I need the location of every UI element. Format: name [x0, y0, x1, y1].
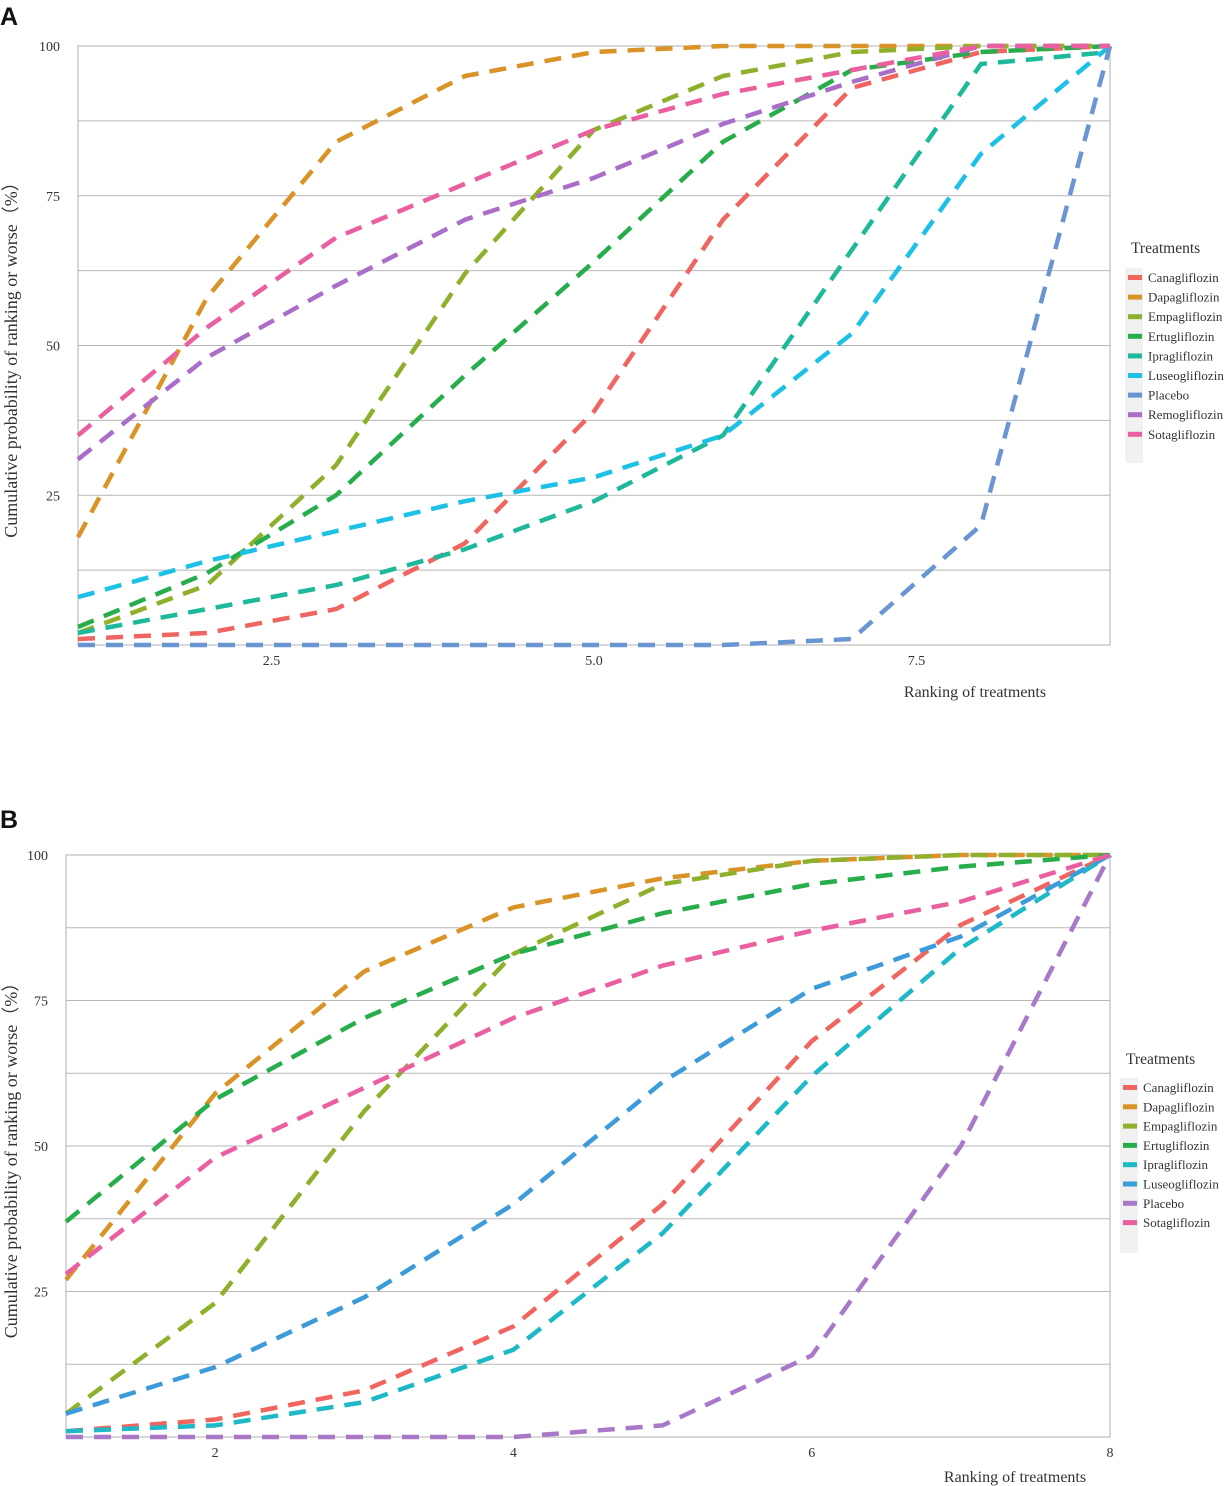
legend-label: Canagliflozin — [1143, 1080, 1214, 1095]
legend-swatch — [1123, 1123, 1137, 1129]
legend-label: Sotagliflozin — [1143, 1215, 1211, 1230]
legend-label: Empagliflozin — [1148, 309, 1223, 324]
legend-swatch — [1128, 353, 1142, 359]
legend-label: Luseogliflozin — [1143, 1177, 1219, 1192]
series-line-luseogliflozin — [65, 853, 1112, 1416]
series-line-ipragliflozin — [65, 853, 1112, 1434]
x-axis-label: Ranking of treatments — [944, 1469, 1086, 1486]
plot-frame — [65, 854, 1111, 1438]
legend-swatch — [1123, 1181, 1137, 1187]
series-line-ertugliflozin — [64, 852, 1111, 1224]
x-tick-label: 6 — [808, 1446, 815, 1461]
y-axis-label: Cumulative probability of ranking or wor… — [1, 974, 21, 1338]
legend-item: Remogliflozin — [1128, 407, 1224, 422]
legend-item: Empagliflozin — [1123, 1119, 1218, 1134]
y-axis-label: Cumulative probability of ranking or wor… — [1, 173, 21, 537]
series-line-placebo — [78, 45, 1113, 648]
legend-label: Dapagliflozin — [1148, 290, 1220, 305]
legend-label: Remogliflozin — [1148, 407, 1224, 422]
x-tick-label: 7.5 — [908, 654, 926, 669]
legend-label: Ertugliflozin — [1148, 329, 1215, 344]
legend-label: Ipragliflozin — [1143, 1157, 1208, 1172]
legend-item: Luseogliflozin — [1123, 1177, 1219, 1192]
legend-swatch — [1128, 275, 1142, 280]
legend-item: Ertugliflozin — [1128, 329, 1215, 344]
series-line-luseogliflozin — [77, 44, 1112, 600]
legend-swatch — [1123, 1200, 1137, 1206]
legend-item: Luseogliflozin — [1128, 368, 1224, 383]
legend-swatch — [1128, 333, 1142, 339]
legend-item: Sotagliflozin — [1128, 427, 1216, 442]
legend-swatch — [1123, 1085, 1137, 1090]
legend-label: Ipragliflozin — [1148, 348, 1213, 363]
legend-swatch — [1128, 412, 1142, 418]
gridlines — [66, 927, 1110, 1365]
x-tick-label: 5.0 — [585, 654, 603, 669]
y-tick-label: 75 — [34, 995, 48, 1010]
legend-swatch — [1128, 314, 1142, 320]
y-tick-label: 100 — [39, 40, 60, 55]
y-tick-label: 100 — [27, 849, 48, 864]
legend-swatch — [1123, 1104, 1137, 1110]
legend-label: Canagliflozin — [1148, 270, 1219, 285]
legend-item: Placebo — [1128, 388, 1189, 403]
legend-title: Treatments — [1126, 1051, 1195, 1068]
chart-panel-a: A 25 50 75 100 2.5 5.0 7.5 Ranking of treatments… — [0, 3, 1224, 701]
series-line-dapagliflozin — [76, 43, 1110, 539]
legend-item: Empagliflozin — [1128, 309, 1223, 324]
series-line-canagliflozin — [77, 43, 1111, 642]
series-line-ipragliflozin — [77, 49, 1111, 636]
legend-item: Canagliflozin — [1128, 270, 1219, 285]
x-tick-label: 2.5 — [263, 654, 281, 669]
legend-item: Ipragliflozin — [1128, 348, 1213, 363]
series-line-empagliflozin — [77, 43, 1110, 636]
y-tick-label: 75 — [46, 190, 60, 205]
x-axis-label: Ranking of treatments — [904, 684, 1046, 701]
legend-label: Sotagliflozin — [1148, 427, 1216, 442]
y-tick-label: 50 — [46, 340, 60, 355]
legend-label: Ertugliflozin — [1143, 1138, 1210, 1153]
legend-label: Empagliflozin — [1143, 1119, 1218, 1134]
legend-swatch — [1128, 373, 1142, 378]
y-tick-label: 25 — [46, 489, 60, 504]
legend-swatch — [1128, 431, 1142, 437]
legend: Treatments Canagliflozin Dapagliflozin Empa… — [1125, 240, 1224, 463]
panel-label: A — [0, 3, 18, 31]
legend-label: Luseogliflozin — [1148, 368, 1224, 383]
legend-label: Placebo — [1148, 388, 1189, 403]
legend-label: Placebo — [1143, 1196, 1184, 1211]
legend: Treatments Canagliflozin Dapagliflozin Empa… — [1120, 1051, 1219, 1253]
legend-item: Dapagliflozin — [1128, 290, 1220, 305]
x-tick-label: 2 — [212, 1446, 219, 1461]
legend-label: Dapagliflozin — [1143, 1099, 1215, 1114]
series-line-empagliflozin — [64, 852, 1110, 1416]
y-tick-label: 25 — [34, 1286, 48, 1301]
legend-item: Canagliflozin — [1123, 1080, 1214, 1095]
legend-title: Treatments — [1131, 240, 1200, 257]
legend-swatch — [1123, 1162, 1137, 1168]
series-line-remogliflozin — [76, 43, 1110, 462]
legend-item: Sotagliflozin — [1123, 1215, 1211, 1230]
legend-item: Dapagliflozin — [1123, 1099, 1215, 1114]
legend-swatch — [1128, 392, 1142, 398]
panel-label: B — [0, 806, 18, 834]
legend-swatch — [1128, 294, 1142, 300]
series-line-sotagliflozin — [64, 852, 1111, 1276]
gridlines — [78, 120, 1110, 571]
legend-item: Ertugliflozin — [1123, 1138, 1210, 1153]
series-line-canagliflozin — [65, 852, 1111, 1434]
y-tick-label: 50 — [34, 1140, 48, 1155]
series-line-sotagliflozin — [76, 43, 1110, 438]
series-line-dapagliflozin — [64, 852, 1110, 1282]
legend-item: Ipragliflozin — [1123, 1157, 1208, 1172]
x-tick-label: 8 — [1107, 1446, 1114, 1461]
series-line-placebo — [66, 853, 1113, 1440]
chart-panel-b: B 25 50 75 100 2 4 6 8 Ranking of treatments Cumul… — [0, 806, 1219, 1486]
legend-swatch — [1123, 1220, 1137, 1226]
legend-swatch — [1123, 1142, 1137, 1148]
legend-item: Placebo — [1123, 1196, 1184, 1211]
x-tick-label: 4 — [510, 1446, 517, 1461]
